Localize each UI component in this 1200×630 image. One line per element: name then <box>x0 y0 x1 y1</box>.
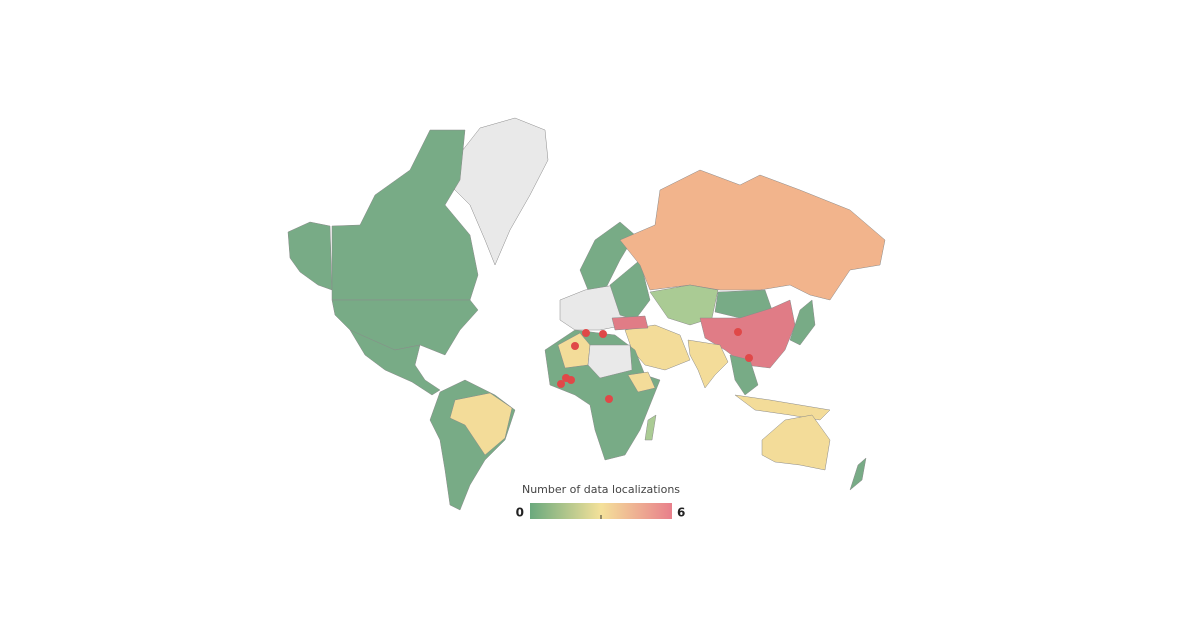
marker <box>745 354 753 362</box>
mexico <box>349 329 441 396</box>
greenland <box>449 117 549 266</box>
brazil <box>449 392 513 456</box>
indonesia <box>734 394 831 421</box>
legend: Number of data localizations 0 6 <box>516 483 686 520</box>
europe-east <box>609 259 651 321</box>
marker <box>605 395 613 403</box>
sahara <box>587 344 633 379</box>
countries <box>287 117 886 511</box>
legend-min: 0 <box>516 506 524 520</box>
alaska <box>287 221 333 291</box>
japan <box>789 299 816 346</box>
new-zealand <box>849 457 867 491</box>
canada <box>331 129 479 301</box>
australia <box>761 414 831 471</box>
marker <box>734 328 742 336</box>
india <box>687 339 729 389</box>
color-scale <box>530 503 672 519</box>
markers <box>557 328 753 403</box>
marker <box>557 380 565 388</box>
legend-max: 6 <box>677 506 685 520</box>
marker <box>571 342 579 350</box>
marker <box>567 376 575 384</box>
ethiopia <box>627 371 656 393</box>
turkey <box>611 315 649 331</box>
madagascar <box>644 414 657 441</box>
usa <box>331 299 479 356</box>
russia <box>619 169 886 301</box>
marker <box>599 330 607 338</box>
marker <box>582 329 590 337</box>
legend-title: Number of data localizations <box>522 483 680 496</box>
